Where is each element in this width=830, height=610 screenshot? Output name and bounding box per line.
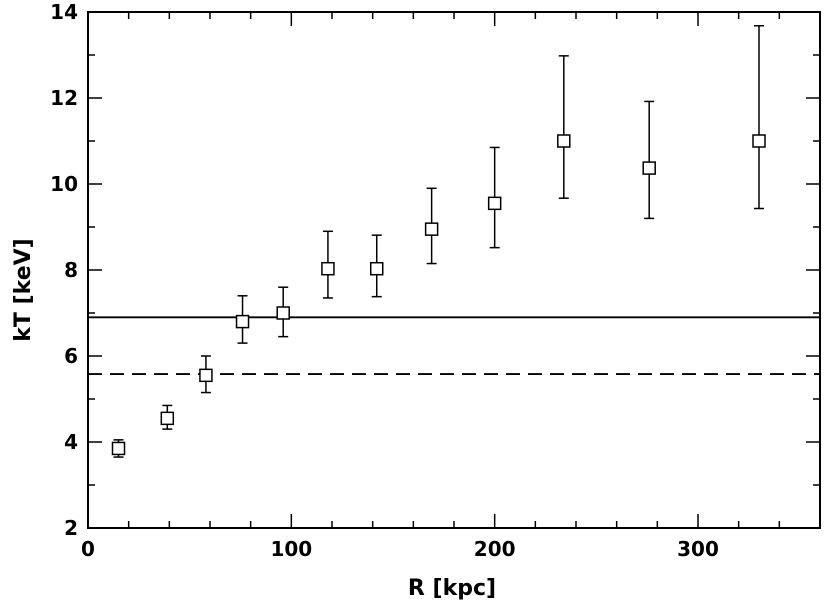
y-tick-label: 2 — [64, 516, 78, 540]
data-point-marker — [369, 261, 384, 276]
x-axis-label: R [kpc] — [408, 576, 496, 601]
y-axis-label: kT [keV] — [11, 238, 36, 341]
y-tick-label: 8 — [64, 258, 78, 282]
data-point-marker — [487, 196, 502, 211]
data-point-marker — [752, 134, 766, 148]
x-tick-label: 300 — [677, 537, 719, 561]
y-tick-label: 10 — [50, 172, 78, 196]
data-point-marker — [424, 222, 439, 236]
errorbars-group — [113, 25, 764, 458]
data-point-marker — [160, 411, 175, 426]
y-tick-label: 14 — [50, 0, 78, 24]
plot-frame — [87, 11, 821, 529]
data-point-marker — [276, 306, 290, 320]
data-point-marker — [642, 161, 656, 175]
hlines-group — [88, 316, 820, 375]
data-point-marker — [321, 261, 335, 276]
data-point-marker — [235, 314, 250, 329]
y-tick-label: 6 — [64, 344, 78, 368]
x-tick-label: 0 — [81, 537, 95, 561]
x-tick-label: 200 — [474, 537, 516, 561]
data-point-marker — [111, 441, 126, 456]
markers-group — [111, 134, 766, 456]
plot-frame-group — [87, 11, 821, 529]
ticks-group — [87, 11, 821, 529]
data-point-marker — [557, 134, 571, 148]
data-point-marker — [199, 368, 213, 383]
x-tick-label: 100 — [270, 537, 312, 561]
y-tick-label: 4 — [64, 430, 78, 454]
y-tick-label: 12 — [50, 86, 78, 110]
tick-labels-group: 0 100 200 300 2 4 6 8 10 12 14 — [50, 0, 719, 561]
